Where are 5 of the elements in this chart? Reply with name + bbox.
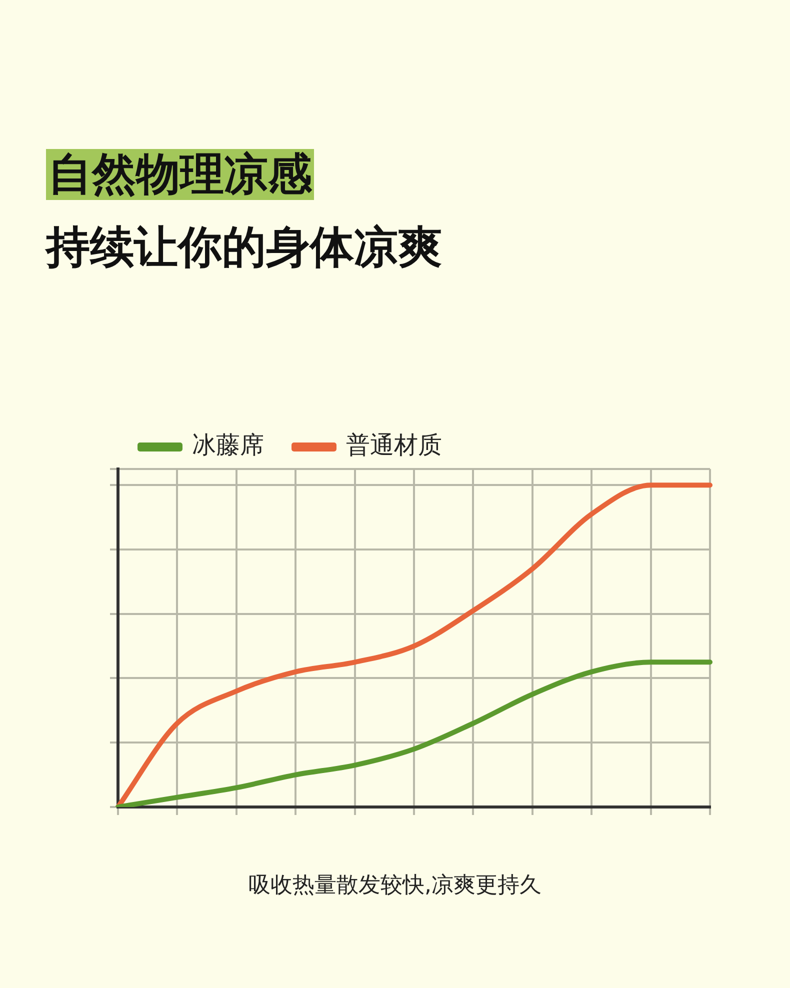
chart-subtitle: 持续让你的身体凉爽 bbox=[46, 221, 442, 275]
legend-label: 冰藤席 bbox=[192, 431, 264, 460]
chart-title: 自然物理凉感 bbox=[46, 149, 314, 200]
legend-label: 普通材质 bbox=[346, 431, 442, 460]
text: 吸收热量散发较快,凉爽更持久 bbox=[248, 872, 542, 900]
